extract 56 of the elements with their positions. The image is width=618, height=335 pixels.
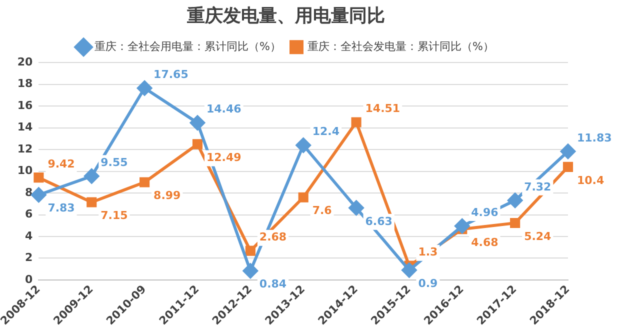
point	[84, 168, 100, 184]
data-label: 5.24	[524, 230, 552, 243]
data-label: 12.49	[206, 151, 242, 164]
point	[508, 192, 523, 208]
data-label: 17.65	[154, 68, 188, 81]
point	[245, 246, 256, 256]
point	[454, 218, 470, 234]
data-label: 10.4	[577, 174, 604, 187]
data-label: 7.15	[100, 209, 128, 222]
y-tick-label: 16	[17, 98, 34, 112]
y-tick-label: 10	[17, 164, 34, 178]
data-label: 8.99	[154, 189, 181, 202]
point	[137, 80, 152, 96]
point	[402, 262, 417, 278]
point	[34, 172, 44, 183]
legend-label: 重庆：全社会用电量：累计同比（%）	[94, 40, 281, 53]
data-label: 12.4	[312, 125, 340, 138]
point	[86, 197, 97, 208]
point	[31, 187, 46, 202]
point	[560, 144, 576, 159]
data-label: 1.3	[418, 246, 438, 259]
chart-title: 重庆发电量、用电量同比	[186, 5, 385, 26]
y-tick-label: 14	[17, 120, 34, 134]
y-tick-label: 2	[25, 251, 33, 264]
point	[242, 263, 258, 278]
y-tick-label: 8	[25, 186, 33, 199]
data-label: 4.68	[471, 236, 498, 249]
data-label: 6.63	[365, 214, 392, 228]
data-label: 14.46	[206, 102, 242, 116]
legend-label: 重庆：全社会发电量：累计同比（%）	[308, 40, 494, 53]
data-label: 9.42	[48, 157, 75, 170]
y-tick-label: 4	[25, 229, 34, 242]
data-label: 7.83	[48, 202, 75, 215]
point	[562, 162, 574, 172]
point	[510, 218, 520, 228]
data-label: 4.96	[471, 206, 499, 219]
y-tick-label: 12	[17, 142, 33, 156]
y-tick-label: 20	[17, 55, 34, 68]
data-label: 11.83	[577, 131, 612, 144]
y-tick-label: 18	[17, 77, 33, 90]
point	[348, 200, 364, 216]
data-label: 7.32	[524, 180, 552, 194]
point	[296, 138, 311, 153]
data-label: 9.55	[100, 156, 128, 170]
point	[298, 192, 308, 202]
point	[351, 117, 362, 128]
data-label: 0.84	[259, 278, 287, 291]
y-tick-label: 6	[25, 208, 34, 221]
data-label: 0.9	[418, 277, 438, 290]
data-label: 14.51	[365, 102, 400, 116]
point	[140, 177, 150, 188]
point	[192, 139, 203, 150]
point	[190, 115, 205, 130]
data-label: 2.68	[259, 230, 287, 244]
data-label: 7.6	[312, 204, 332, 218]
y-tick-label: 0	[25, 272, 34, 286]
